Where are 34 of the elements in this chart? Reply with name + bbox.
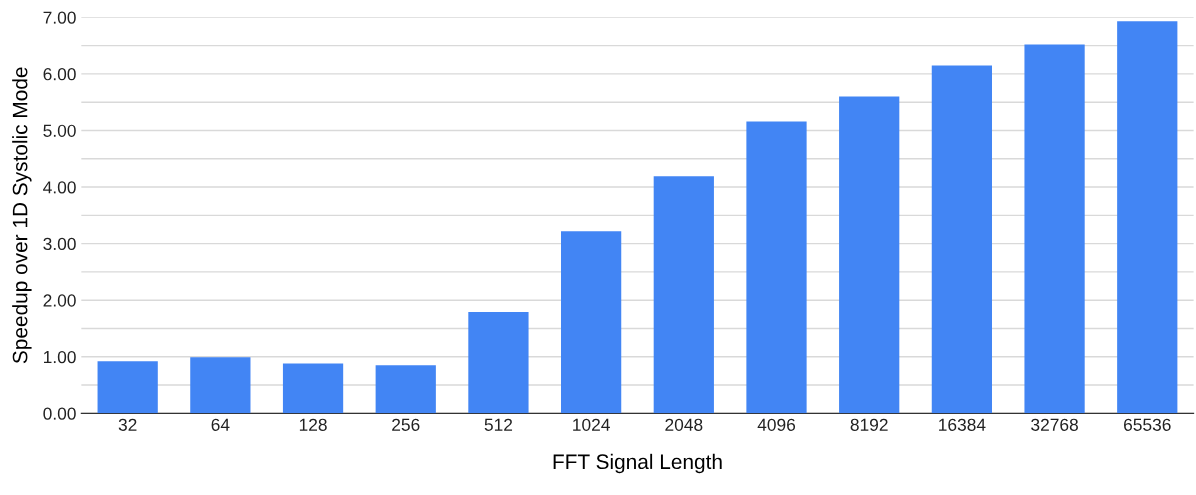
x-tick-label: 1024 (573, 418, 610, 431)
bar (653, 176, 714, 414)
bar (190, 357, 251, 414)
bar (97, 361, 158, 414)
y-tick-label: 7.00 (43, 11, 76, 24)
y-tick-label: 2.00 (43, 294, 76, 307)
x-tick-label: 32 (118, 418, 137, 431)
bar (468, 312, 529, 414)
bar (746, 121, 807, 414)
x-tick-label: 128 (299, 418, 327, 431)
x-tick-label: 32768 (1031, 418, 1078, 431)
bar (282, 363, 344, 414)
bar (931, 65, 993, 414)
x-axis-title: FFT Signal Length (553, 453, 722, 474)
y-axis-title: Speedup over 1D Systolic Mode (12, 67, 32, 364)
y-tick-label: 3.00 (43, 237, 76, 251)
x-tick-label: 4096 (757, 418, 796, 431)
bar (839, 96, 900, 414)
bar (375, 365, 436, 414)
y-tick-label: 5.00 (43, 124, 76, 137)
y-tick-label: 4.00 (43, 181, 76, 194)
y-tick-label: 6.00 (43, 68, 76, 81)
x-tick-label: 65536 (1124, 418, 1171, 431)
bar (561, 231, 622, 414)
x-tick-label: 256 (392, 418, 420, 431)
bar (1024, 44, 1085, 414)
x-tick-label: 8192 (850, 418, 888, 431)
y-tick-label: 0.00 (43, 407, 76, 420)
x-tick-label: 2048 (665, 418, 703, 431)
y-tick-label: 1.00 (44, 350, 76, 364)
x-tick-label: 512 (484, 418, 513, 431)
x-tick-label: 16384 (939, 418, 986, 431)
bar (1117, 21, 1178, 414)
x-tick-label: 64 (211, 418, 230, 431)
